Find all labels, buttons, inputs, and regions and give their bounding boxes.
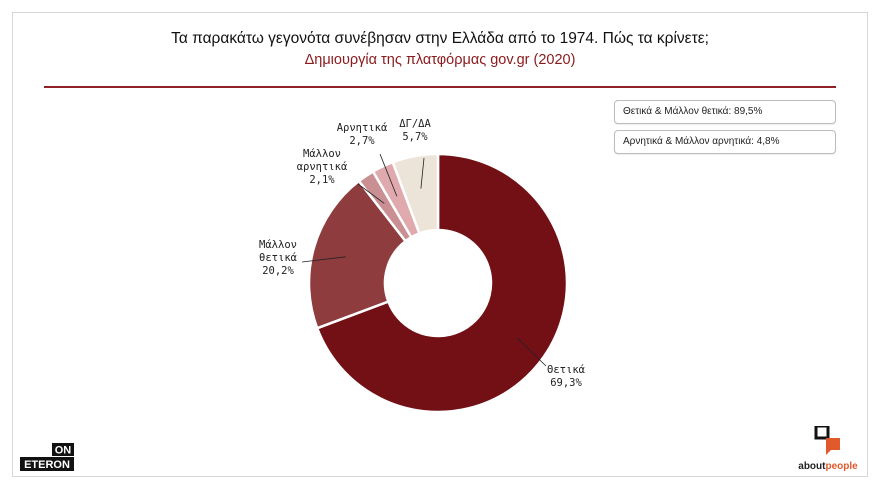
summary-positive-box: Θετικά & Μάλλον θετικά: 89,5% bbox=[614, 100, 836, 124]
slice-label-3: Μάλλον αρνητικά 2,1% bbox=[297, 148, 348, 186]
leader-line-1 bbox=[516, 337, 547, 367]
oneteron-logo: ON ETERON bbox=[20, 443, 74, 471]
leader-lines bbox=[301, 153, 547, 367]
logo-right-b: people bbox=[825, 461, 858, 472]
aboutpeople-mark-icon bbox=[814, 426, 840, 455]
leader-line-4 bbox=[379, 153, 398, 197]
title-divider bbox=[44, 86, 836, 88]
slice-labels: Θετικά 69,3% Μάλλον θετικά 20,2% Μάλλον αρνητι… bbox=[259, 118, 586, 389]
leader-line-5 bbox=[420, 157, 425, 189]
leader-line-3 bbox=[357, 183, 385, 204]
slice-label-2: Μάλλον θετικά 20,2% bbox=[259, 239, 298, 277]
logo-left-top-text: ON bbox=[55, 445, 72, 457]
slice-label-4: Αρνητικά 2,7% bbox=[337, 122, 388, 147]
logo-right-a: about bbox=[798, 461, 826, 472]
chart-title: Τα παρακάτω γεγονότα συνέβησαν στην Ελλά… bbox=[171, 30, 709, 47]
donut-slice-2 bbox=[307, 179, 408, 330]
donut-slice-1 bbox=[315, 152, 569, 414]
chart-subtitle: Δημιουργία της πλατφόρμας gov.gr (2020) bbox=[304, 52, 576, 68]
leader-line-2 bbox=[301, 256, 346, 263]
aboutpeople-logo: aboutpeople bbox=[796, 426, 860, 472]
slice-label-1: Θετικά 69,3% bbox=[547, 364, 586, 389]
logo-left-bottom-text: ETERON bbox=[24, 459, 70, 471]
summary-negative-box: Αρνητικά & Μάλλον αρνητικά: 4,8% bbox=[614, 130, 836, 154]
aboutpeople-wordmark: aboutpeople bbox=[796, 461, 860, 472]
donut-slices bbox=[307, 152, 569, 414]
donut-slice-5 bbox=[391, 152, 440, 235]
slice-label-5: ΔΓ/ΔΑ 5,7% bbox=[399, 118, 431, 143]
